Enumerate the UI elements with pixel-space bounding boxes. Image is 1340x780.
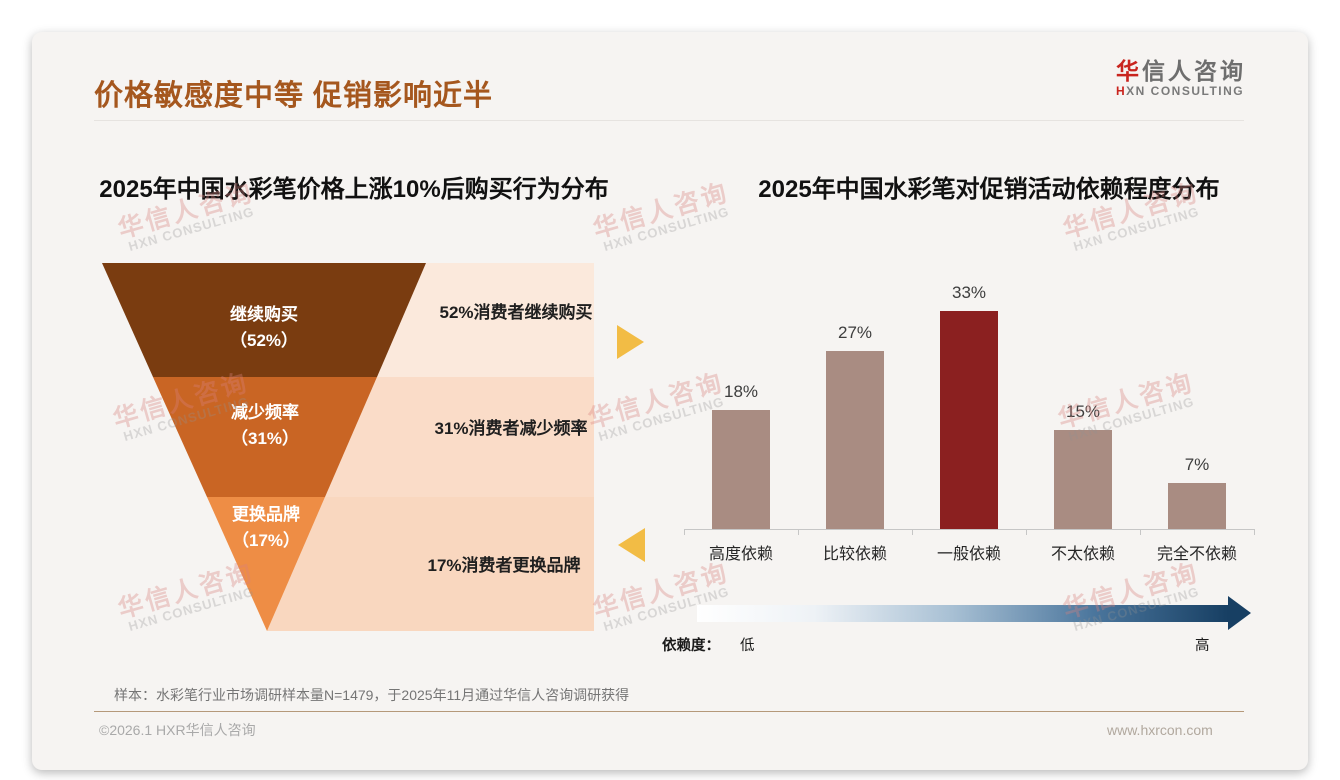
arrow-left-icon [618, 528, 645, 562]
watermark: 华信人咨询 HXN CONSULTING [588, 553, 735, 636]
dependency-gradient-arrowhead-icon [1228, 596, 1251, 630]
funnel-stage-3 [207, 497, 325, 631]
bar-高度依赖 [712, 410, 770, 529]
x-axis-line [684, 529, 1255, 530]
watermark-en: HXN CONSULTING [126, 203, 256, 255]
dependency-scale-high: 高 [1195, 638, 1210, 654]
page-title: 价格敏感度中等 促销影响近半 [94, 80, 494, 112]
logo-cn-rest: 信人咨询 [1142, 58, 1246, 84]
funnel-chart: 继续购买 （52%） 减少频率 （31%） 更换品牌 （17%） 52%消费者继… [102, 263, 594, 631]
bar-category-label: 一般依赖 [936, 546, 1001, 563]
logo-cn-accent: 华 [1116, 58, 1142, 84]
logo-english: HXN CONSULTING [1116, 84, 1246, 98]
bar-plot: 18% 27% 33% 15% 7% [684, 283, 1254, 529]
dependency-scale-label: 依赖度： [662, 638, 720, 654]
bar-ticks [684, 530, 1255, 536]
stage-2-pct: （31%） [231, 428, 299, 448]
bar-chart-title: 2025年中国水彩笔对促销活动依赖程度分布 [758, 176, 1220, 203]
bar-比较依赖 [826, 350, 884, 529]
bar-categories: 高度依赖 比较依赖 一般依赖 不太依赖 完全不依赖 [684, 540, 1254, 564]
bar-value-label: 18% [723, 382, 759, 402]
bar-完全不依赖 [1168, 482, 1226, 529]
logo-chinese: 华信人咨询 [1116, 58, 1246, 84]
bar-category-label: 完全不依赖 [1156, 546, 1237, 563]
footer-website: www.hxrcon.com [1107, 722, 1213, 738]
annotation-box-2 [325, 377, 594, 497]
logo-en-accent: H [1116, 84, 1127, 98]
bar-不太依赖 [1054, 430, 1112, 529]
annotation-3: 17%消费者更换品牌 [427, 555, 580, 575]
stage-3-label: 更换品牌 [232, 504, 300, 524]
axis-tick [684, 530, 685, 535]
watermark: 华信人咨询 HXN CONSULTING [1058, 553, 1205, 636]
dependency-scale-low: 低 [740, 638, 755, 654]
sample-footnote: 样本：水彩笔行业市场调研样本量N=1479，于2025年11月通过华信人咨询调研… [114, 687, 630, 703]
funnel-svg: 继续购买 （52%） 减少频率 （31%） 更换品牌 （17%） 52%消费者继… [102, 263, 594, 631]
logo-en-rest: XN CONSULTING [1126, 84, 1245, 98]
stage-1-pct: （52%） [230, 330, 298, 350]
bar-一般依赖 [940, 311, 998, 529]
header-divider [94, 120, 1244, 121]
bar-value-label: 15% [1065, 402, 1101, 421]
axis-tick [912, 530, 913, 535]
watermark-en: HXN CONSULTING [601, 203, 731, 255]
bar-value-label: 7% [1184, 454, 1210, 474]
watermark-en: HXN CONSULTING [1071, 203, 1201, 255]
axis-tick [1254, 530, 1255, 535]
bar-value-label: 27% [837, 322, 873, 342]
axis-tick [1026, 530, 1027, 535]
axis-tick [1140, 530, 1141, 535]
annotation-box-3 [267, 497, 594, 631]
bar-category-label: 高度依赖 [708, 546, 773, 563]
annotation-1: 52%消费者继续购买 [439, 302, 592, 322]
stage-3-pct: （17%） [232, 530, 300, 550]
stage-1-label: 继续购买 [230, 304, 298, 324]
dependency-gradient-bar [697, 605, 1228, 622]
arrow-right-icon [617, 325, 644, 359]
footer-divider [94, 711, 1244, 712]
bar-value-label: 33% [951, 283, 987, 303]
annotation-box-1 [377, 263, 594, 377]
annotation-2: 31%消费者减少频率 [434, 418, 587, 438]
footer-copyright: ©2026.1 HXR华信人咨询 [99, 722, 256, 738]
company-logo: 华信人咨询 HXN CONSULTING [1116, 58, 1246, 98]
slide-card: 价格敏感度中等 促销影响近半 华信人咨询 HXN CONSULTING 华信人咨… [32, 32, 1308, 770]
funnel-chart-title: 2025年中国水彩笔价格上涨10%后购买行为分布 [99, 176, 609, 203]
bar-category-label: 比较依赖 [822, 546, 887, 563]
stage-2-label: 减少频率 [231, 402, 299, 422]
bar-category-label: 不太依赖 [1050, 546, 1115, 563]
axis-tick [798, 530, 799, 535]
funnel-stage-2 [153, 377, 377, 497]
funnel-stage-1 [102, 263, 426, 377]
